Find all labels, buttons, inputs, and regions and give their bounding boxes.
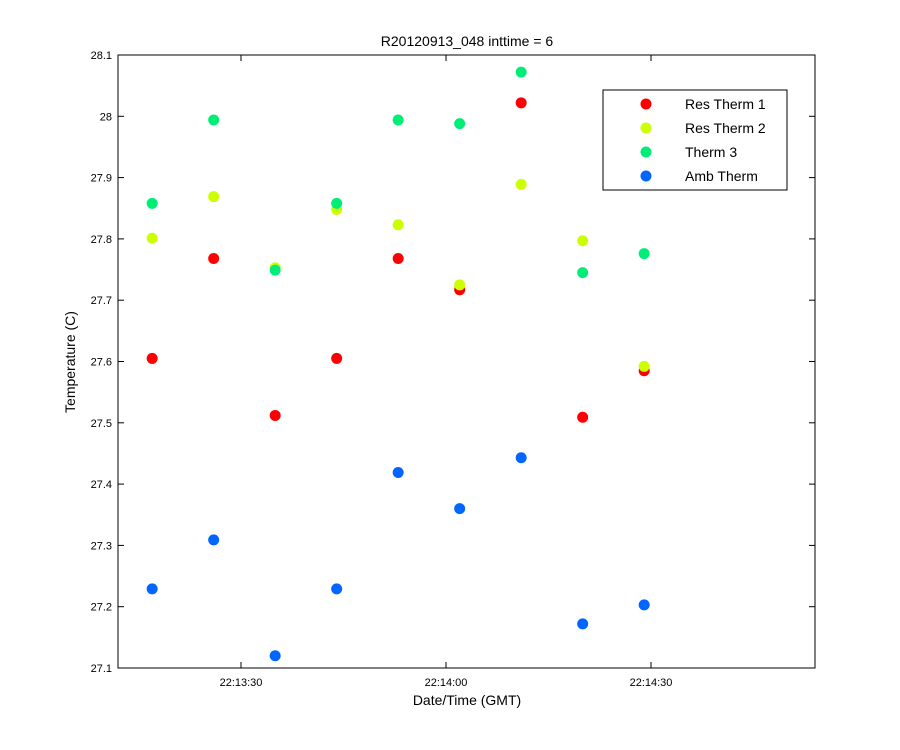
y-tick-label: 27.6 [91,357,112,369]
data-point [577,267,589,279]
legend-entry: Res Therm 1 [685,96,766,112]
y-tick-label: 28 [100,111,112,123]
data-point [515,178,527,190]
y-tick-label: 27.3 [91,540,112,552]
y-axis-label: Temperature (C) [62,311,78,413]
data-point [638,360,650,372]
data-point [269,409,281,421]
x-tick-label: 22:13:30 [220,677,263,689]
x-axis-label: Date/Time (GMT) [413,692,521,708]
legend-box [602,89,788,191]
data-point [331,352,343,364]
y-tick-label: 27.9 [91,173,112,185]
y-tick-label: 28.1 [91,50,112,62]
data-point [454,279,466,291]
data-point [392,253,404,265]
data-point [146,352,158,364]
data-point [208,114,220,126]
data-point [269,650,281,662]
data-point [638,248,650,260]
legend: Res Therm 1 Res Therm 2 Therm 3 Amb Therm [602,89,788,191]
y-tick-label: 27.1 [91,663,112,675]
data-point [269,264,281,276]
data-point [392,466,404,478]
data-point [577,235,589,247]
data-point [208,253,220,265]
legend-entry: Amb Therm [685,168,758,184]
chart-title: R20120913_048 inttime = 6 [381,33,554,49]
data-point [146,583,158,595]
data-point [392,219,404,231]
series-amb-therm [146,452,650,662]
data-point [638,599,650,611]
legend-marker [640,146,652,158]
series-therm-3 [146,66,650,279]
x-tick-label: 22:14:30 [630,677,673,689]
y-tick-label: 27.4 [91,479,112,491]
legend-marker [640,122,652,134]
data-point [331,197,343,209]
series-res-therm-2 [146,178,650,372]
data-point [146,232,158,244]
legend-marker [640,98,652,110]
data-point [515,66,527,78]
legend-marker [640,170,652,182]
data-point [577,618,589,630]
data-point [454,503,466,515]
y-tick-label: 27.7 [91,295,112,307]
y-tick-label: 27.8 [91,234,112,246]
legend-entry: Res Therm 2 [685,120,766,136]
y-tick-label: 27.2 [91,602,112,614]
data-point [454,118,466,130]
data-point [392,114,404,126]
data-point [146,197,158,209]
x-tick-label: 22:14:00 [425,677,468,689]
y-tick-label: 27.5 [91,418,112,430]
data-point [331,583,343,595]
data-point [208,191,220,203]
data-point [515,97,527,109]
data-point [515,452,527,464]
data-point [577,411,589,423]
legend-entry: Therm 3 [685,144,737,160]
data-point [208,534,220,546]
